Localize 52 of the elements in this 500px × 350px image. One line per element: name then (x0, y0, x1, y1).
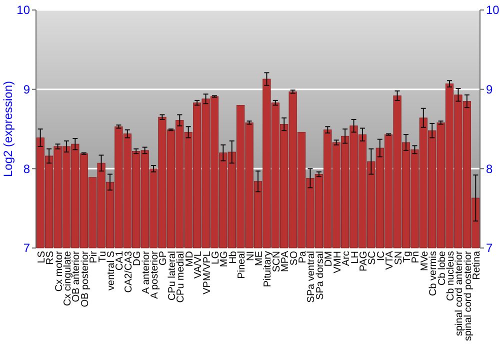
x-tick-label: VMH (332, 251, 344, 274)
x-tick-label: DM (324, 251, 335, 267)
x-tick-label: CA2/CA3 (123, 250, 134, 293)
x-tick-label: Hb (228, 250, 239, 264)
x-tick-label: DG (132, 250, 144, 266)
y-tick-label: 9 (23, 82, 30, 97)
x-tick-label: A anterior (140, 250, 152, 294)
x-tick-label: OB posterior (80, 250, 91, 308)
x-tick-label: VTA (384, 250, 396, 270)
y-tick-label: 8 (23, 162, 30, 176)
x-tick-label: CA1 (114, 250, 126, 270)
x-tick-label: LH (350, 251, 361, 264)
x-tick-label: SN (393, 251, 404, 265)
x-tick-label: NI (245, 251, 256, 261)
x-tick-label: SC (367, 251, 378, 265)
x-tick-label: A posterior (150, 250, 161, 299)
x-tick-label: SPa dorsal (314, 251, 326, 300)
x-tick-label: Pituitary (262, 251, 274, 288)
x-tick-label: Arc (341, 251, 352, 266)
x-tick-label: IC (376, 251, 387, 261)
x-tick-label: SO (288, 250, 300, 266)
x-tick-label: Retina (472, 250, 483, 280)
x-tick-label: VPM/VPL (202, 250, 213, 294)
x-tick-label: Cx cingulate (62, 250, 74, 306)
y-axis-title: Log2 (expression) (1, 80, 15, 178)
x-tick-label: Tu (97, 251, 108, 262)
y-tick-label: 10 (16, 3, 30, 18)
x-tick-label: spinal cord anterior (454, 250, 466, 336)
x-tick-label: SCN (271, 251, 282, 272)
y2-tick-label: 10 (486, 3, 500, 18)
y-tick-label: 7 (23, 241, 30, 256)
x-tick-label: GP (158, 250, 170, 266)
x-tick-label: ME (254, 250, 265, 266)
x-tick-label: MPA (280, 250, 292, 272)
x-tick-label: Pir (88, 250, 100, 264)
x-tick-label: Tg (402, 251, 413, 263)
y2-tick-label: 9 (486, 82, 493, 97)
x-tick-label: spinal cord posterior (462, 250, 474, 342)
y2-tick-label: 7 (486, 241, 493, 256)
x-tick-label: CPu medial (176, 251, 187, 303)
x-tick-label: MVe (419, 250, 430, 272)
x-tick-label: Cb lobe (436, 250, 448, 286)
x-tick-label: ventral S (106, 250, 117, 290)
x-tick-label: OB anterior (71, 250, 82, 302)
x-tick-label: LG (210, 250, 222, 264)
x-tick-label: PAG (358, 250, 370, 272)
x-tick-label: CPu lateral (166, 251, 178, 300)
x-tick-label: RS (45, 250, 56, 265)
x-tick-label: Pineal (236, 251, 248, 279)
y2-tick-label: 8 (486, 162, 493, 176)
x-tick-label: LS (36, 250, 48, 264)
x-tick-label: Pn (410, 251, 422, 264)
